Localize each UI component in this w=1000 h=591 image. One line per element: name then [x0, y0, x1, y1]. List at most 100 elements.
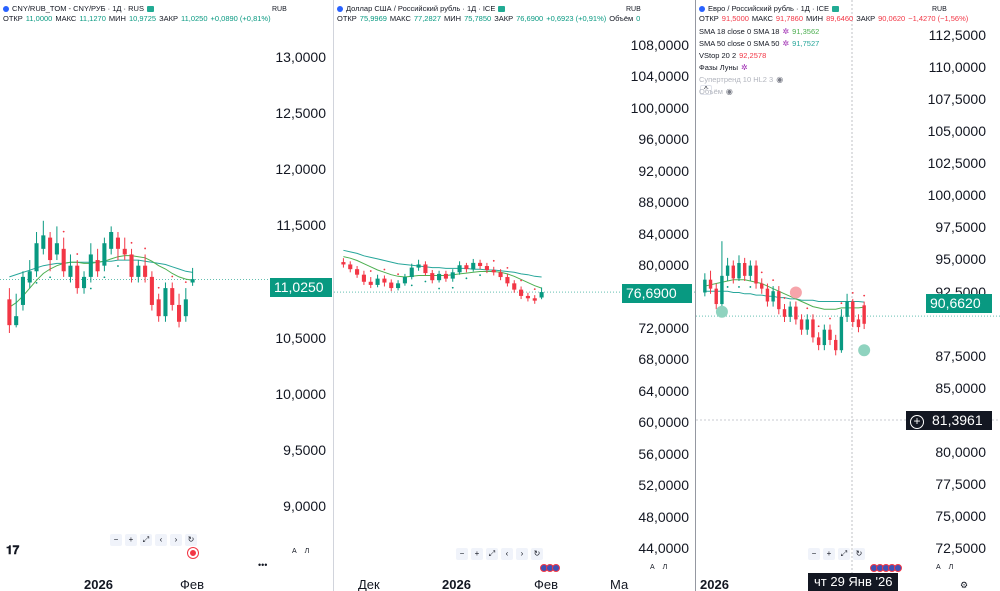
currency-label[interactable]: RUB [626, 6, 641, 13]
candle[interactable] [771, 286, 775, 307]
price-chart[interactable] [696, 0, 1000, 591]
add-alert-plus-icon[interactable]: + [906, 411, 928, 430]
candle[interactable] [794, 301, 798, 325]
candle[interactable] [760, 278, 764, 294]
candle[interactable] [430, 269, 435, 284]
candle[interactable] [765, 283, 770, 307]
candle[interactable] [519, 286, 524, 300]
candle[interactable] [88, 243, 93, 283]
candle[interactable] [450, 269, 455, 282]
candle[interactable] [409, 263, 414, 280]
candle[interactable] [834, 334, 838, 356]
candle[interactable] [149, 271, 154, 311]
settings-icon[interactable]: ✲ [782, 27, 790, 36]
candle[interactable] [14, 293, 19, 328]
candle[interactable] [532, 295, 537, 304]
price-chart[interactable] [0, 0, 333, 591]
candle[interactable] [725, 257, 730, 281]
currency-label[interactable]: RUB [272, 6, 287, 13]
candle[interactable] [95, 248, 100, 277]
candle[interactable] [48, 232, 53, 272]
candle[interactable] [402, 273, 407, 286]
candle[interactable] [34, 232, 39, 277]
candle[interactable] [512, 280, 517, 293]
candle[interactable] [396, 280, 401, 291]
candle[interactable] [115, 232, 120, 261]
candle[interactable] [190, 267, 195, 286]
settings-gear-icon[interactable]: ⚙ [960, 580, 969, 590]
candle[interactable] [742, 257, 747, 281]
more-icon[interactable]: ••• [258, 560, 268, 570]
candle[interactable] [851, 298, 855, 328]
candle[interactable] [484, 262, 489, 274]
pane-divider[interactable] [333, 0, 334, 591]
candle[interactable] [382, 275, 387, 287]
ticker-label[interactable]: Евро / Российский рубль · 1Д · ICE [708, 4, 830, 13]
toolbar-button[interactable]: − [110, 534, 122, 546]
indicator-supertrend[interactable]: Супертренд 10 HL2 3 ◉ [699, 75, 968, 85]
candle[interactable] [845, 293, 849, 322]
chart-pane-usd-rub[interactable]: Доллар США / Российский рубль · 1Д · ICE… [334, 0, 695, 591]
settings-icon[interactable]: ✲ [741, 63, 748, 72]
toolbar-button[interactable]: ↻ [853, 548, 865, 560]
indicator-moon-phases[interactable]: Фазы Луны ✲ [699, 63, 968, 73]
candle[interactable] [183, 288, 188, 322]
scale-mode-toggle[interactable]: А Л [292, 548, 313, 555]
candle[interactable] [443, 270, 448, 282]
eye-icon[interactable]: ◉ [725, 87, 733, 96]
candle[interactable] [525, 292, 530, 302]
candle[interactable] [341, 258, 346, 268]
toolbar-button[interactable]: ‹ [501, 548, 513, 560]
candle[interactable] [27, 260, 32, 289]
candle[interactable] [737, 255, 741, 281]
scale-mode-toggle[interactable]: А Л [650, 564, 671, 571]
candle[interactable] [41, 220, 46, 255]
toolbar-button[interactable]: − [808, 548, 820, 560]
candle[interactable] [156, 293, 161, 322]
toolbar-button[interactable]: ‹ [155, 534, 167, 546]
candle[interactable] [731, 260, 735, 284]
candle[interactable] [754, 260, 758, 289]
candle[interactable] [163, 282, 168, 322]
ticker-label[interactable]: Доллар США / Российский рубль · 1Д · ICE [346, 4, 496, 13]
candle[interactable] [478, 259, 483, 270]
events-flags-icon[interactable] [870, 564, 902, 572]
settings-icon[interactable]: ✲ [782, 39, 790, 48]
candle[interactable] [805, 314, 809, 335]
candle[interactable] [839, 309, 844, 353]
candle[interactable] [102, 237, 107, 272]
candle[interactable] [464, 262, 469, 273]
candle[interactable] [7, 288, 12, 333]
toolbar-button[interactable]: ↻ [531, 548, 543, 560]
candle[interactable] [714, 283, 718, 310]
toolbar-button[interactable]: + [823, 548, 835, 560]
candle[interactable] [816, 332, 821, 351]
indicator-sma50[interactable]: SMA 50 close 0 SMA 50 ✲ 91,7527 [699, 39, 968, 49]
candle[interactable] [437, 270, 442, 283]
candle[interactable] [61, 237, 66, 277]
eye-icon[interactable]: ◉ [776, 75, 784, 84]
toolbar-button[interactable]: + [125, 534, 137, 546]
candle[interactable] [348, 261, 353, 273]
collapse-legend-chevron-icon[interactable]: ^ [700, 85, 712, 95]
candle[interactable] [708, 270, 713, 294]
candle[interactable] [811, 314, 815, 343]
candle[interactable] [170, 282, 175, 311]
candle[interactable] [703, 273, 707, 297]
toolbar-button[interactable]: − [456, 548, 468, 560]
events-flags-icon[interactable] [540, 564, 560, 572]
candle[interactable] [129, 248, 134, 283]
candle[interactable] [822, 324, 827, 351]
indicator-vstop[interactable]: VStop 20 2 92,2578 [699, 51, 968, 61]
toolbar-button[interactable]: ⤢ [838, 548, 850, 560]
candle[interactable] [777, 286, 781, 315]
candle[interactable] [143, 254, 148, 283]
toolbar-button[interactable]: ↻ [185, 534, 197, 546]
full-moon-marker[interactable] [789, 286, 802, 299]
candle[interactable] [720, 241, 724, 307]
candle[interactable] [177, 293, 182, 328]
candle[interactable] [368, 277, 373, 289]
toolbar-button[interactable]: › [170, 534, 182, 546]
candle[interactable] [856, 314, 861, 333]
candle[interactable] [799, 314, 804, 335]
